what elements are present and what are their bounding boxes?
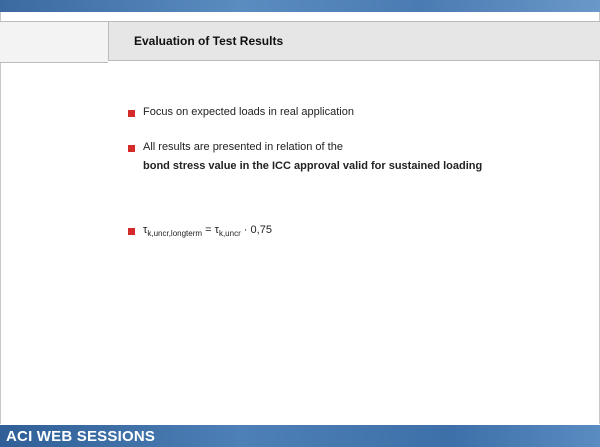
formula-subscript: k,uncr	[218, 229, 241, 238]
header-bar: Evaluation of Test Results	[108, 21, 600, 61]
bullet-marker	[128, 228, 135, 235]
formula-subscript: k,uncr,longterm	[147, 229, 203, 238]
formula-part: · 0,75	[240, 224, 272, 236]
footer-band: ACI WEB SESSIONS	[0, 425, 600, 447]
formula: τk,uncr,longterm = τk,uncr · 0,75	[143, 221, 272, 243]
bullet-bold-text: bond stress value in the ICC approval va…	[143, 160, 483, 172]
formula-part: τ	[143, 224, 148, 236]
footer-brand: ACI WEB SESSIONS	[6, 428, 156, 445]
top-band	[0, 0, 600, 12]
slide-frame	[0, 12, 600, 424]
slide-title: Evaluation of Test Results	[134, 34, 284, 48]
bullet-text: All results are presented in relation of…	[143, 141, 343, 153]
bullet-marker	[128, 110, 135, 117]
bullet-marker	[128, 145, 135, 152]
bullet-text: All results are presented in relation of…	[143, 138, 543, 176]
formula-part: = τ	[202, 224, 219, 236]
header-left-box	[0, 21, 108, 63]
bullet-text: Focus on expected loads in real applicat…	[143, 106, 354, 118]
